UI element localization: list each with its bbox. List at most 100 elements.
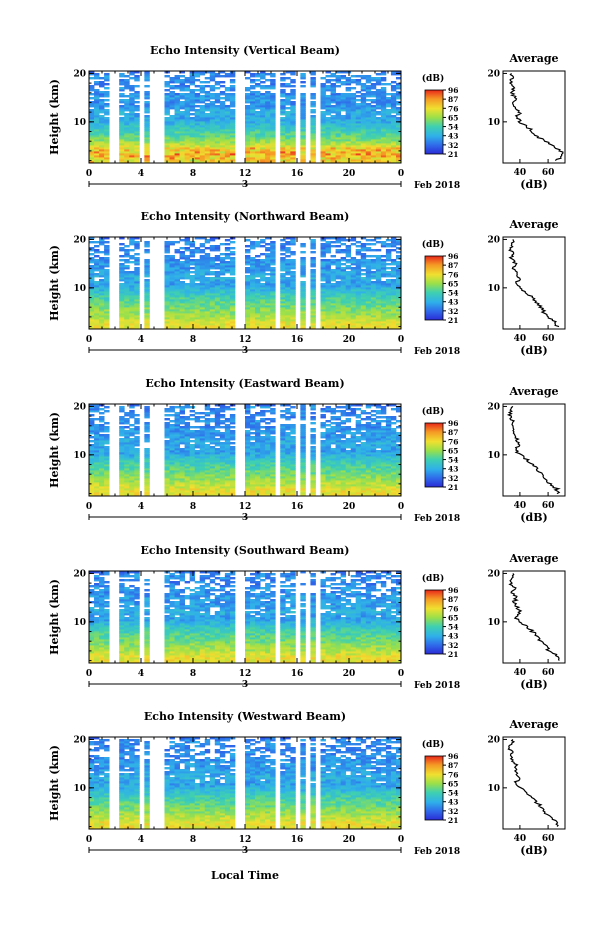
heatmap-cell <box>380 123 387 126</box>
heatmap-cell <box>179 315 186 318</box>
heatmap-cell <box>255 283 261 286</box>
heatmap-cell <box>335 297 342 300</box>
heatmap-cell <box>335 474 342 477</box>
heatmap-cell <box>124 153 130 156</box>
heatmap-cell <box>164 468 170 471</box>
heatmap-cell <box>245 255 251 258</box>
heatmap-cell <box>119 157 125 160</box>
heatmap-cell <box>290 127 296 130</box>
heatmap-cell <box>94 111 100 114</box>
heatmap-cell <box>385 129 392 132</box>
heatmap-cell <box>199 265 206 268</box>
heatmap-cell <box>204 131 211 134</box>
heatmap-cell <box>375 153 382 156</box>
heatmap-cell <box>174 111 180 114</box>
heatmap-cell <box>184 131 191 134</box>
heatmap-cell <box>280 159 286 162</box>
heatmap-cell <box>104 127 110 130</box>
heatmap-cell <box>94 484 100 487</box>
heatmap-cell <box>395 313 402 316</box>
heatmap-cell <box>124 143 130 146</box>
heatmap-cell <box>270 327 276 330</box>
heatmap-cell <box>245 129 251 132</box>
heatmap-cell <box>129 303 135 306</box>
heatmap-cell <box>370 466 377 469</box>
heatmap-cell <box>134 464 140 467</box>
heatmap-cell <box>219 293 226 296</box>
heatmap-cell <box>290 85 296 88</box>
heatmap-cell <box>285 159 291 162</box>
heatmap-cell <box>360 87 367 90</box>
heatmap-cell <box>104 247 110 250</box>
heatmap-cell <box>290 241 296 244</box>
heatmap-cell <box>270 135 276 138</box>
heatmap-cell <box>104 265 110 268</box>
heatmap-cell <box>184 87 191 90</box>
heatmap-cell <box>124 149 130 152</box>
heatmap-cell <box>164 131 170 134</box>
heatmap-cell <box>320 307 326 310</box>
heatmap-cell <box>265 474 271 477</box>
heatmap-cell <box>250 137 256 140</box>
heatmap-cell <box>214 109 221 112</box>
heatmap-cell <box>285 121 291 124</box>
heatmap-cell <box>380 137 387 140</box>
heatmap-cell <box>194 291 201 294</box>
heatmap-cell <box>320 133 326 136</box>
heatmap-cell <box>184 119 191 122</box>
heatmap-cell <box>99 486 105 489</box>
heatmap-cell <box>300 484 306 487</box>
heatmap-cell <box>390 237 397 240</box>
heatmap-cell <box>385 111 392 114</box>
heatmap-cell <box>310 289 316 292</box>
heatmap-cell <box>189 89 196 92</box>
heatmap-cell <box>285 482 291 485</box>
heatmap-cell <box>255 267 261 270</box>
heatmap-cell <box>189 101 196 104</box>
heatmap-cell <box>300 159 306 162</box>
heatmap-cell <box>395 83 402 86</box>
heatmap-cell <box>134 245 140 248</box>
heatmap-cell <box>390 119 397 122</box>
heatmap-cell <box>194 307 201 310</box>
heatmap-cell <box>370 309 377 312</box>
heatmap-cell <box>184 490 191 493</box>
heatmap-cell <box>199 123 206 126</box>
heatmap-cell <box>219 135 226 138</box>
heatmap-cell <box>300 95 306 98</box>
heatmap-cell <box>204 105 211 108</box>
heatmap-cell <box>255 275 261 278</box>
heatmap-cell <box>189 117 196 120</box>
heatmap-cell <box>370 243 377 246</box>
heatmap-cell <box>390 488 397 491</box>
heatmap-cell <box>94 75 100 78</box>
heatmap-cell <box>285 319 291 322</box>
heatmap-cell <box>179 488 186 491</box>
heatmap-cell <box>365 247 372 250</box>
heatmap-cell <box>250 101 256 104</box>
heatmap-cell <box>219 119 226 122</box>
heatmap-cell <box>214 309 221 312</box>
heatmap-cell <box>129 301 135 304</box>
heatmap-cell <box>335 153 342 156</box>
heatmap-cell <box>174 85 180 88</box>
heatmap-cell <box>340 83 347 86</box>
heatmap-cell <box>320 95 326 98</box>
heatmap-cell <box>360 323 367 326</box>
heatmap-cell <box>270 145 276 148</box>
heatmap-cell <box>219 323 226 326</box>
heatmap-cell <box>260 478 266 481</box>
heatmap-cell <box>350 488 357 491</box>
heatmap-cell <box>265 315 271 318</box>
average-x-tick-label: 40 <box>514 168 527 178</box>
heatmap-cell <box>229 327 236 330</box>
heatmap-cell <box>325 319 331 322</box>
heatmap-cell <box>335 269 342 272</box>
heatmap-cell <box>219 157 226 160</box>
heatmap-cell <box>340 297 347 300</box>
colorbar-tick-label: 43 <box>448 298 458 307</box>
heatmap-cell <box>320 492 326 495</box>
heatmap-cell <box>370 157 377 160</box>
heatmap-cell <box>245 151 251 154</box>
heatmap-cell <box>280 492 286 495</box>
